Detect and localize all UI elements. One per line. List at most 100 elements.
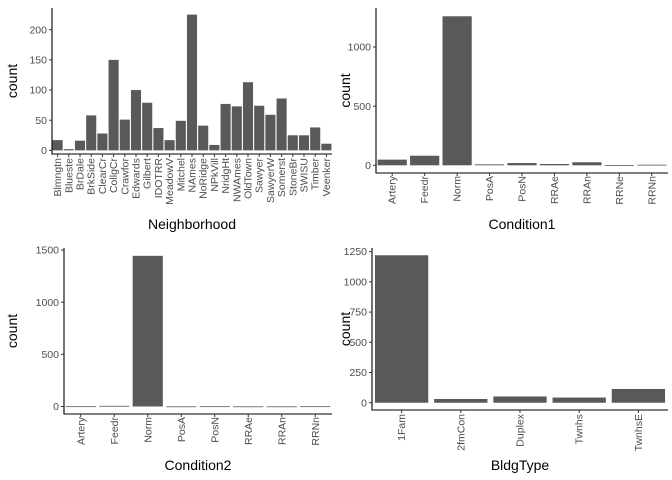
- bar-mitchel: [175, 120, 186, 151]
- x-tick-label: RRAn: [581, 176, 593, 204]
- x-tick-label: MeadowV: [164, 158, 176, 205]
- bar-edwards: [130, 90, 142, 151]
- y-tick-label: 200: [29, 24, 47, 36]
- bar-rrne: [604, 165, 634, 166]
- x-tick-label: Twnhs: [574, 414, 586, 444]
- x-tick-label: BrDale: [75, 158, 87, 190]
- condition1-count-chart: 0 500 1000 Artery Feedr Norm PosA PosN RRAe RRAn R…: [337, 8, 668, 232]
- x-tick-label: PosN: [209, 417, 221, 443]
- x-tick-label: Artery: [387, 175, 399, 204]
- x-tick-label: TwnhsE: [633, 414, 645, 451]
- y-tick-label: 1500: [36, 245, 60, 257]
- bar-crawfor: [119, 119, 130, 151]
- bar-npkvill: [209, 144, 220, 151]
- x-tick-label: Norm: [452, 176, 464, 202]
- x-tick-label: NAmes: [187, 158, 199, 192]
- x-tick-label: 1Fam: [396, 414, 408, 441]
- bar-sawyer: [254, 105, 265, 151]
- x-tick-label: Gilbert: [142, 158, 154, 189]
- bar-blmngtn: [52, 140, 63, 151]
- bar-gilbert: [142, 102, 153, 151]
- bar-veenker: [321, 143, 332, 151]
- y-tick-label: 500: [353, 101, 371, 113]
- x-tick-label: NoRidge: [198, 158, 210, 199]
- bar-rran: [266, 406, 297, 408]
- x-tick-label: Blueste: [63, 158, 75, 193]
- bar-brdale: [74, 140, 86, 151]
- x-tick-label: Edwards: [131, 158, 143, 199]
- x-tick-label: IDOTRR: [153, 158, 165, 199]
- bar-artery: [377, 159, 407, 166]
- x-tick-label: Feedr: [109, 417, 121, 445]
- x-tick-label: NridgHt: [220, 158, 232, 194]
- bar-rrnn: [637, 164, 667, 166]
- x-tick-label: Mitchel: [175, 158, 187, 191]
- bar-stonebr: [287, 135, 298, 151]
- y-tick-label: 150: [29, 54, 47, 66]
- x-tick-label: Artery: [75, 416, 87, 445]
- bar-brkside: [86, 115, 97, 151]
- bar-somerst: [276, 98, 287, 151]
- x-tick-label: RRAe: [243, 417, 255, 445]
- y-tick-label: 250: [349, 367, 367, 379]
- x-tick-label: SawyerW: [265, 158, 277, 203]
- bar-sawyerw: [265, 114, 276, 151]
- x-tick-label: CollgCr: [108, 158, 120, 194]
- x-axis-title: Neighborhood: [148, 216, 236, 232]
- x-tick-label: BrkSide: [86, 158, 98, 195]
- bar-posn: [507, 163, 537, 166]
- bar-rrae: [539, 164, 570, 166]
- bar-posa: [474, 164, 505, 166]
- x-tick-label: ClearCr: [97, 157, 109, 194]
- bar-posn: [199, 406, 230, 408]
- y-tick-label: 1000: [36, 297, 60, 309]
- x-tick-label: Norm: [142, 417, 154, 443]
- bar-1fam: [374, 255, 429, 403]
- y-axis-title: count: [4, 314, 20, 348]
- bar-rrnn: [300, 406, 331, 408]
- bar-artery: [65, 406, 96, 408]
- bar-duplex: [493, 396, 547, 403]
- x-axis-title: BldgType: [491, 457, 550, 473]
- bldgtype-count-chart: 0 250 500 750 1000 1250 1Fam 2fmCon Duplex Twnhs T…: [337, 246, 668, 473]
- bar-blueste: [63, 149, 74, 151]
- x-tick-label: StoneBr: [287, 158, 299, 196]
- x-tick-label: Blmngtn: [52, 158, 64, 197]
- x-tick-label: 2fmCon: [455, 414, 467, 451]
- y-tick-label: 50: [35, 115, 47, 127]
- y-tick-label: 1000: [348, 42, 372, 54]
- bar-noridge: [198, 125, 209, 151]
- bar-timber: [310, 127, 321, 151]
- condition2-count-chart: 0 500 1000 1500 Artery Feedr Norm PosA PosN RRAe R…: [4, 245, 332, 473]
- bar-twnhs: [552, 397, 606, 403]
- x-tick-label: RRAe: [549, 176, 561, 204]
- x-tick-label: RRNn: [646, 176, 658, 205]
- y-axis-title: count: [337, 73, 353, 107]
- y-tick-label: 0: [361, 397, 367, 409]
- bar-rran: [572, 162, 602, 166]
- x-axis-title: Condition2: [165, 457, 232, 473]
- x-tick-label: Sawyer: [254, 158, 266, 194]
- y-tick-label: 0: [41, 145, 47, 157]
- y-tick-label: 0: [53, 401, 59, 413]
- x-tick-label: Duplex: [515, 413, 527, 446]
- y-tick-label: 100: [29, 85, 47, 97]
- y-tick-label: 500: [41, 349, 59, 361]
- bar-oldtown: [242, 82, 254, 151]
- bar-nwames: [231, 106, 242, 151]
- x-axis-title: Condition1: [489, 216, 556, 232]
- x-tick-label: RRNn: [310, 417, 322, 446]
- bar-rrae: [233, 406, 264, 408]
- x-tick-label: PosN: [517, 176, 529, 202]
- x-tick-label: SWISU: [299, 158, 311, 192]
- bar-clearcr: [97, 133, 108, 151]
- y-tick-label: 0: [365, 160, 371, 172]
- x-tick-label: RRNe: [614, 176, 626, 205]
- bar-2fmcon: [434, 399, 488, 403]
- x-tick-label: NPkVill: [209, 158, 221, 192]
- bar-nridght: [220, 103, 231, 151]
- bar-swisu: [298, 135, 310, 151]
- y-tick-label: 500: [349, 337, 367, 349]
